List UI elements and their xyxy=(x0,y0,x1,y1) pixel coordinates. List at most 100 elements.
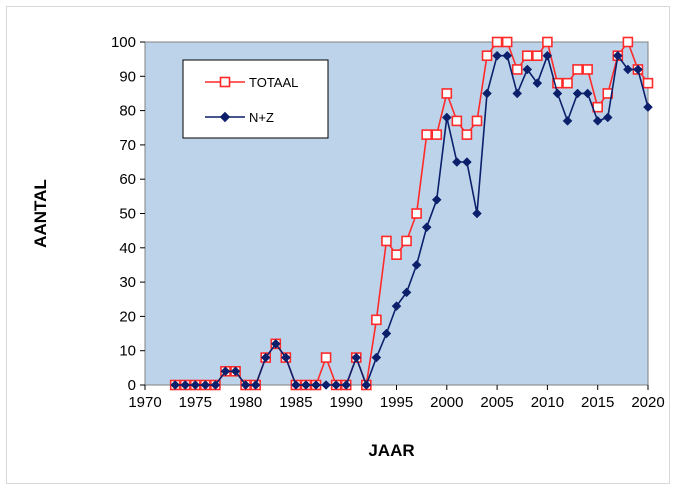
data-point xyxy=(391,301,402,311)
data-point xyxy=(532,78,543,89)
data-point xyxy=(311,380,321,390)
x-tick-label: 1990 xyxy=(330,394,363,411)
y-axis-title: AANTAL xyxy=(31,179,50,248)
data-point xyxy=(502,50,513,61)
data-point xyxy=(401,287,412,298)
data-point xyxy=(361,380,372,390)
x-tick-label: 2020 xyxy=(631,394,664,411)
data-point xyxy=(511,64,523,75)
data-point xyxy=(421,222,432,233)
data-point xyxy=(562,116,573,126)
y-tick-label: 100 xyxy=(111,34,136,51)
x-tick-label: 1970 xyxy=(128,394,161,411)
data-point xyxy=(220,366,231,377)
y-tick-label: 90 xyxy=(119,68,136,85)
x-tick-label: 2005 xyxy=(480,394,513,411)
data-point xyxy=(481,50,493,62)
data-point xyxy=(291,380,301,390)
data-point xyxy=(482,88,492,99)
legend-label: N+Z xyxy=(249,110,274,125)
data-point xyxy=(190,380,201,390)
x-tick-label: 2000 xyxy=(430,394,463,411)
data-point xyxy=(230,366,241,377)
x-tick-label: 1995 xyxy=(380,394,413,411)
data-point xyxy=(341,380,352,390)
x-tick-label: 1985 xyxy=(279,394,312,411)
y-tick-label: 20 xyxy=(119,308,136,325)
data-point xyxy=(552,88,563,99)
data-point xyxy=(492,50,502,61)
y-tick-label: 0 xyxy=(128,377,136,394)
legend-label: TOTAAL xyxy=(249,75,298,90)
data-point xyxy=(441,88,453,99)
y-tick-label: 50 xyxy=(119,206,136,223)
data-point xyxy=(452,157,462,167)
data-point xyxy=(491,36,503,48)
y-tick-label: 70 xyxy=(119,137,136,154)
data-point xyxy=(542,50,553,61)
x-tick-label: 2015 xyxy=(581,394,614,411)
x-axis-title: JAAR xyxy=(368,441,414,460)
data-point xyxy=(572,88,583,99)
data-point xyxy=(451,115,463,127)
data-point xyxy=(210,380,221,390)
data-point xyxy=(462,157,472,167)
data-point xyxy=(270,338,281,349)
data-point xyxy=(351,352,362,363)
data-point xyxy=(391,249,402,260)
data-point xyxy=(642,77,654,89)
y-axis-ticks: 0 10 20 30 40 50 60 70 80 90 100 xyxy=(111,34,145,394)
data-point xyxy=(582,64,593,75)
x-tick-label: 2010 xyxy=(531,394,564,411)
data-point xyxy=(522,64,533,75)
data-point xyxy=(431,194,442,205)
data-point xyxy=(180,380,191,390)
data-point xyxy=(441,112,452,123)
data-point xyxy=(411,260,422,270)
y-tick-label: 60 xyxy=(119,171,136,188)
legend-item-totaal: TOTAAL xyxy=(205,75,298,90)
data-point xyxy=(260,352,271,363)
data-point xyxy=(471,115,483,127)
y-tick-label: 30 xyxy=(119,274,136,291)
data-point xyxy=(170,380,181,390)
data-point xyxy=(472,208,482,219)
data-point xyxy=(643,102,653,113)
data-point xyxy=(602,112,613,123)
y-tick-label: 40 xyxy=(119,240,136,257)
data-point xyxy=(401,235,412,247)
data-point xyxy=(411,208,422,219)
data-point xyxy=(622,36,634,48)
data-point xyxy=(371,314,382,326)
x-tick-label: 1975 xyxy=(179,394,212,411)
series-layer xyxy=(169,36,654,391)
data-point xyxy=(512,88,523,99)
data-point xyxy=(552,77,563,89)
data-point xyxy=(381,328,392,339)
data-point xyxy=(572,64,583,75)
legend-swatch-marker xyxy=(219,76,231,88)
data-point xyxy=(250,380,261,390)
data-point xyxy=(633,64,643,75)
data-point xyxy=(240,380,251,390)
data-point xyxy=(381,235,392,247)
data-point xyxy=(331,380,341,390)
series-n-z xyxy=(170,50,653,390)
data-point xyxy=(431,129,443,140)
x-tick-label: 1980 xyxy=(229,394,262,411)
data-point xyxy=(301,380,311,390)
legend-box xyxy=(182,59,329,139)
data-point xyxy=(200,380,211,390)
data-point xyxy=(371,352,382,363)
data-point xyxy=(280,352,291,363)
data-point xyxy=(461,129,473,140)
data-point xyxy=(521,50,533,62)
data-point xyxy=(320,352,332,363)
y-tick-label: 80 xyxy=(119,103,136,120)
data-point xyxy=(321,380,331,390)
legend-item-nz: N+Z xyxy=(205,110,274,125)
data-point xyxy=(532,50,543,62)
data-point xyxy=(562,77,573,89)
data-point xyxy=(612,50,623,61)
